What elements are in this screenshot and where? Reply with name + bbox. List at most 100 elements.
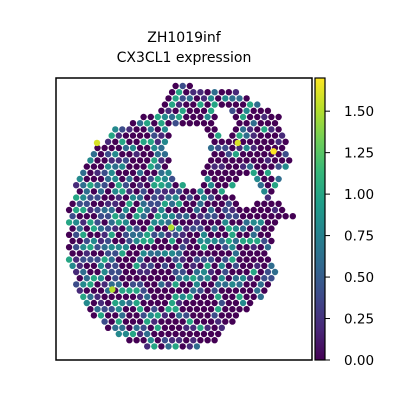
spot xyxy=(183,262,190,269)
spot xyxy=(236,144,243,152)
spot xyxy=(204,275,211,282)
colorbar: 0.00 0.25 0.50 0.75 1.00 1.25 1.50 xyxy=(314,77,374,369)
spot xyxy=(218,200,225,207)
spot xyxy=(271,206,279,214)
spot xyxy=(179,120,186,127)
spot xyxy=(122,157,130,164)
spot xyxy=(211,262,218,269)
spot xyxy=(218,262,225,269)
spot xyxy=(140,200,147,207)
spot xyxy=(197,188,204,195)
spot xyxy=(136,244,144,251)
spot xyxy=(151,169,158,176)
spot xyxy=(239,213,247,220)
spot xyxy=(204,113,211,121)
spot xyxy=(101,182,108,189)
spot xyxy=(87,206,94,214)
spot xyxy=(197,337,204,344)
spot xyxy=(126,151,133,158)
spot xyxy=(154,250,161,257)
spot xyxy=(104,324,112,331)
spot xyxy=(151,206,158,214)
spot xyxy=(232,126,240,133)
spot xyxy=(158,256,165,263)
spot xyxy=(165,194,172,201)
spot xyxy=(83,225,91,232)
spot xyxy=(186,293,193,300)
spot xyxy=(158,194,165,201)
spot xyxy=(211,312,218,319)
spot xyxy=(239,126,247,133)
spot xyxy=(112,138,119,145)
spot xyxy=(147,237,154,245)
spot xyxy=(243,95,250,102)
spot xyxy=(147,287,154,294)
spot xyxy=(172,330,179,338)
spot xyxy=(225,89,232,96)
spot xyxy=(197,237,204,245)
spot xyxy=(254,275,261,282)
spot xyxy=(175,262,183,269)
spot xyxy=(261,287,268,294)
spot xyxy=(87,219,94,226)
spot xyxy=(158,268,165,276)
spot xyxy=(193,293,201,300)
spot xyxy=(119,324,126,331)
spot xyxy=(76,213,84,220)
spot xyxy=(115,231,123,238)
spot xyxy=(140,113,147,121)
spot xyxy=(225,175,232,183)
spot xyxy=(278,157,286,164)
spot xyxy=(165,306,172,313)
spot xyxy=(186,107,193,115)
spot xyxy=(172,268,179,276)
spot xyxy=(243,219,250,226)
spot xyxy=(232,275,240,282)
spot xyxy=(126,237,133,245)
spot xyxy=(183,250,190,257)
spot xyxy=(161,337,169,344)
spot xyxy=(218,213,225,220)
spot xyxy=(136,169,144,176)
spot xyxy=(161,324,169,331)
spot xyxy=(200,330,208,338)
spot xyxy=(76,262,84,269)
spot xyxy=(94,306,101,313)
spot xyxy=(144,231,151,238)
spot xyxy=(158,169,165,176)
spot xyxy=(175,312,183,319)
spot xyxy=(158,306,165,313)
spot xyxy=(115,330,123,338)
spot xyxy=(218,312,225,319)
spot xyxy=(243,306,250,313)
spot xyxy=(229,194,236,201)
spot xyxy=(126,250,133,257)
spot xyxy=(80,244,87,251)
spot xyxy=(129,120,137,127)
spot xyxy=(204,188,211,195)
spot xyxy=(250,281,257,288)
spot xyxy=(154,312,161,319)
spot xyxy=(179,306,186,313)
spot xyxy=(183,225,190,232)
spot xyxy=(129,157,137,164)
spot xyxy=(140,225,147,232)
spot xyxy=(207,293,215,300)
spot xyxy=(108,306,115,313)
spot xyxy=(94,281,101,288)
spot xyxy=(101,219,108,226)
spot xyxy=(275,200,282,207)
spot xyxy=(126,175,133,183)
spot xyxy=(215,231,222,238)
spot xyxy=(225,262,232,269)
spot xyxy=(250,256,257,263)
spot xyxy=(190,225,197,232)
spot xyxy=(215,330,222,338)
spot xyxy=(193,244,201,251)
spot xyxy=(200,182,208,189)
spot xyxy=(90,175,98,183)
spot xyxy=(197,262,204,269)
spot xyxy=(215,95,222,102)
spot xyxy=(108,256,115,263)
spot xyxy=(207,206,215,214)
